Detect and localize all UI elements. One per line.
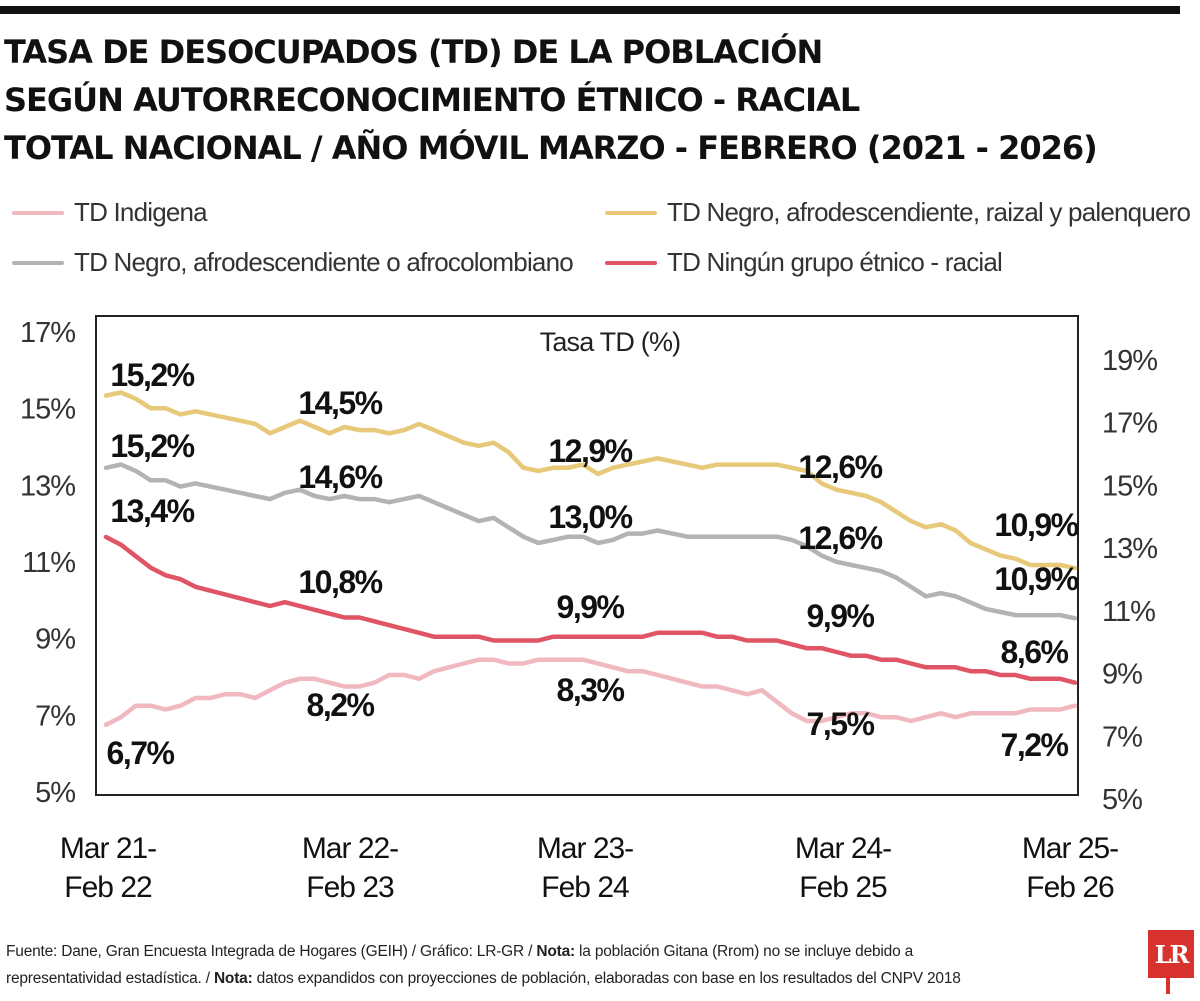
left-axis-tick-label: 17% bbox=[20, 317, 75, 349]
right-axis-tick-label: 5% bbox=[1102, 784, 1142, 816]
top-rule bbox=[0, 6, 1180, 14]
footer-line-2: representatividad estadística. / Nota: d… bbox=[6, 970, 961, 987]
legend-item-negro-afro: TD Negro, afrodescendiente o afrocolombi… bbox=[12, 247, 574, 278]
right-axis-tick-label: 9% bbox=[1102, 659, 1142, 691]
legend-label-negro-afro: TD Negro, afrodescendiente o afrocolombi… bbox=[74, 247, 574, 277]
x-axis-tick-label: Feb 24 bbox=[541, 871, 629, 904]
footer-note: Fuente: Dane, Gran Encuesta Integrada de… bbox=[6, 938, 1086, 992]
data-label: 8,6% bbox=[1001, 634, 1069, 670]
right-axis-tick-label: 17% bbox=[1102, 408, 1157, 440]
data-label: 10,9% bbox=[994, 507, 1078, 543]
line-chart: 17% 15% 13% 11% 9% 7% 5% 19% 17% 15% 13% 11% 9% 7% 5% T… bbox=[20, 315, 1158, 904]
data-label: 12,9% bbox=[548, 433, 632, 469]
data-label: 13,0% bbox=[548, 499, 632, 535]
series-line-ninguno bbox=[103, 534, 1078, 685]
data-label: 8,3% bbox=[557, 672, 625, 708]
title-line-1: TASA DE DESOCUPADOS (TD) DE LA POBLACIÓN bbox=[4, 33, 823, 71]
chart-title: TASA DE DESOCUPADOS (TD) DE LA POBLACIÓN… bbox=[4, 28, 1194, 172]
legend: TD Indigena TD Negro, afrodescendiente, … bbox=[0, 195, 1200, 295]
data-label: 10,8% bbox=[298, 564, 382, 600]
data-label: 7,2% bbox=[1001, 727, 1069, 763]
data-label: 12,6% bbox=[798, 520, 882, 556]
legend-swatch-negro-afro bbox=[12, 260, 64, 265]
legend-swatch-ninguno bbox=[605, 260, 657, 265]
x-axis-tick-label: Mar 25- bbox=[1022, 832, 1118, 865]
legend-label-indigena: TD Indigena bbox=[74, 197, 208, 227]
right-axis-tick-label: 13% bbox=[1102, 533, 1157, 565]
legend-label-negro-raizal: TD Negro, afrodescendiente, raizal y pal… bbox=[667, 197, 1191, 227]
data-label: 14,6% bbox=[298, 459, 382, 495]
data-label: 9,9% bbox=[807, 598, 875, 634]
left-axis-tick-label: 15% bbox=[20, 394, 75, 426]
title-line-2: SEGÚN AUTORRECONOCIMIENTO ÉTNICO - RACIA… bbox=[4, 81, 860, 119]
title-line-3: TOTAL NACIONAL / AÑO MÓVIL MARZO - FEBRE… bbox=[4, 129, 1098, 167]
legend-swatch-indigena bbox=[12, 210, 64, 215]
left-axis-tick-label: 13% bbox=[20, 470, 75, 502]
left-axis-tick-label: 11% bbox=[22, 547, 75, 579]
series-line-indigena bbox=[103, 657, 1078, 728]
data-label: 12,6% bbox=[798, 449, 882, 485]
series-line-negro_raizal bbox=[103, 390, 1078, 571]
x-axis-tick-label: Mar 22- bbox=[302, 832, 398, 865]
legend-item-negro-raizal: TD Negro, afrodescendiente, raizal y pal… bbox=[605, 197, 1191, 228]
lr-logo: LR bbox=[1148, 930, 1194, 978]
legend-label-ninguno: TD Ningún grupo étnico - racial bbox=[667, 247, 1003, 277]
legend-item-ninguno: TD Ningún grupo étnico - racial bbox=[605, 247, 1003, 278]
data-label: 15,2% bbox=[110, 428, 194, 464]
data-label: 10,9% bbox=[994, 561, 1078, 597]
left-axis-tick-label: 7% bbox=[35, 700, 75, 732]
right-axis-tick-label: 7% bbox=[1102, 721, 1142, 753]
x-axis-tick-label: Feb 25 bbox=[799, 871, 887, 904]
x-axis-tick-label: Feb 23 bbox=[306, 871, 394, 904]
data-label: 8,2% bbox=[307, 687, 375, 723]
data-label: 13,4% bbox=[110, 493, 194, 529]
data-label: 14,5% bbox=[298, 385, 382, 421]
right-axis-tick-label: 19% bbox=[1102, 345, 1157, 377]
footer-line-1: Fuente: Dane, Gran Encuesta Integrada de… bbox=[6, 943, 914, 960]
x-axis-tick-label: Mar 21- bbox=[60, 832, 156, 865]
data-label: 9,9% bbox=[557, 589, 625, 625]
x-axis-tick-label: Mar 24- bbox=[795, 832, 891, 865]
legend-swatch-negro-raizal bbox=[605, 210, 657, 215]
left-axis-tick-label: 9% bbox=[35, 624, 75, 656]
y-axis-title: Tasa TD (%) bbox=[540, 327, 681, 357]
data-label: 15,2% bbox=[110, 357, 194, 393]
series-line-negro_afro bbox=[103, 462, 1078, 621]
data-label: 7,5% bbox=[807, 706, 875, 742]
x-axis-tick-label: Mar 23- bbox=[537, 832, 633, 865]
logo-accent bbox=[1166, 978, 1170, 994]
legend-item-indigena: TD Indigena bbox=[12, 197, 208, 228]
left-axis-tick-label: 5% bbox=[35, 777, 75, 809]
right-axis-tick-label: 15% bbox=[1102, 470, 1157, 502]
x-axis-tick-label: Feb 26 bbox=[1026, 871, 1114, 904]
data-label: 6,7% bbox=[107, 735, 175, 771]
plot-frame bbox=[95, 315, 1079, 796]
right-axis-tick-label: 11% bbox=[1102, 596, 1155, 628]
x-axis-tick-label: Feb 22 bbox=[64, 871, 152, 904]
